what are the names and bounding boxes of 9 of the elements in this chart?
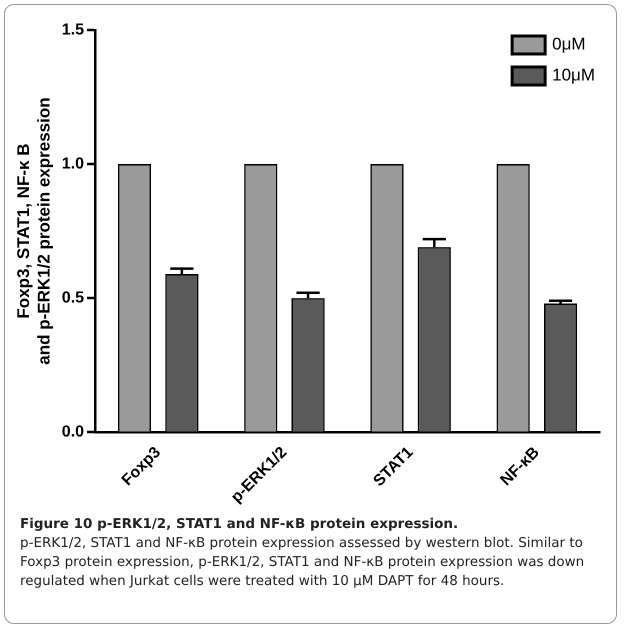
y-axis-title: Foxp3, STAT1, NF-κ B and p-ERK1/2 protein expression	[14, 97, 54, 365]
text: Figure 10 p-ERK1/2, STAT1 and NF-κB protein expression.	[20, 516, 458, 532]
y-tick-label: 0.5	[62, 289, 84, 306]
y-tick-label: 1.5	[62, 21, 84, 38]
y-tick-label: 0.0	[62, 424, 84, 441]
y-tick-label: 1.0	[62, 155, 84, 172]
legend-label: 0μM	[552, 34, 586, 54]
text: p-ERK1/2, STAT1 and NF-κB protein expression assessed by western blot. Similar to Foxp3 protein expression, p-ERK1/2, STAT1 and NF-κB protein expression was down regulated when Jurkat cells were treated with 10 μM DAPT for 48 hours.	[20, 535, 584, 589]
legend-label: 10μM	[552, 66, 596, 85]
